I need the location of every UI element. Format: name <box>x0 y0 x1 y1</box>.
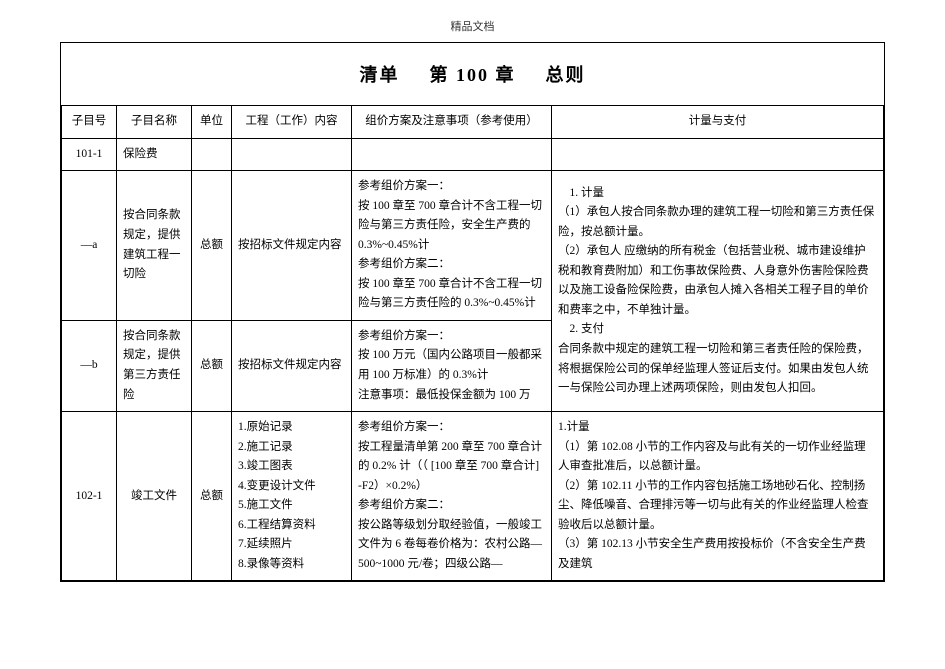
col-header-work: 工程（工作）内容 <box>232 106 352 139</box>
col-header-name: 子目名称 <box>117 106 192 139</box>
col-header-plan: 组价方案及注意事项（参考使用） <box>352 106 552 139</box>
table-row: 102-1 竣工文件 总额 1.原始记录2.施工记录3.竣工图表4.变更设计文件… <box>62 412 884 581</box>
table-row: 101-1 保险费 <box>62 138 884 171</box>
cell-name: 竣工文件 <box>117 412 192 581</box>
cell-unit <box>192 138 232 171</box>
col-header-id: 子目号 <box>62 106 117 139</box>
table-header-row: 子目号 子目名称 单位 工程（工作）内容 组价方案及注意事项（参考使用） 计量与… <box>62 106 884 139</box>
col-header-pay: 计量与支付 <box>552 106 884 139</box>
cell-name: 保险费 <box>117 138 192 171</box>
cell-id: —b <box>62 320 117 411</box>
cell-unit: 总额 <box>192 320 232 411</box>
cell-work: 按招标文件规定内容 <box>232 320 352 411</box>
cell-pay <box>552 138 884 171</box>
cell-id: 102-1 <box>62 412 117 581</box>
cell-plan: 参考组价方案一：按 100 章至 700 章合计不含工程一切险与第三方责任险，安… <box>352 171 552 321</box>
cell-pay: 1.计量（1）第 102.08 小节的工作内容及与此有关的一切作业经监理人审查批… <box>552 412 884 581</box>
cell-id: 101-1 <box>62 138 117 171</box>
cell-work <box>232 138 352 171</box>
document-border: 清单 第 100 章 总则 子目号 子目名称 单位 工程（工作）内容 组价方案及注意… <box>60 42 885 582</box>
cell-plan: 参考组价方案一：按工程量清单第 200 章至 700 章合计的 0.2% 计（（… <box>352 412 552 581</box>
page-header-watermark: 精品文档 <box>0 0 945 42</box>
title-part3: 总则 <box>546 65 586 85</box>
cell-plan <box>352 138 552 171</box>
title-part1: 清单 <box>360 65 400 85</box>
document-title: 清单 第 100 章 总则 <box>61 43 884 105</box>
table-row: —a 按合同条款规定，提供建筑工程一切险 总额 按招标文件规定内容 参考组价方案… <box>62 171 884 321</box>
cell-unit: 总额 <box>192 412 232 581</box>
cell-pay-merged: 1. 计量（1）承包人按合同条款办理的建筑工程一切险和第三方责任保险，按总额计量… <box>552 171 884 412</box>
listing-table: 子目号 子目名称 单位 工程（工作）内容 组价方案及注意事项（参考使用） 计量与… <box>61 105 884 581</box>
cell-work: 1.原始记录2.施工记录3.竣工图表4.变更设计文件5.施工文件6.工程结算资料… <box>232 412 352 581</box>
cell-work: 按招标文件规定内容 <box>232 171 352 321</box>
cell-unit: 总额 <box>192 171 232 321</box>
cell-name: 按合同条款规定，提供第三方责任险 <box>117 320 192 411</box>
title-part2: 第 100 章 <box>430 65 516 85</box>
cell-name: 按合同条款规定，提供建筑工程一切险 <box>117 171 192 321</box>
cell-id: —a <box>62 171 117 321</box>
cell-plan: 参考组价方案一：按 100 万元（国内公路项目一般都采用 100 万标准）的 0… <box>352 320 552 411</box>
col-header-unit: 单位 <box>192 106 232 139</box>
